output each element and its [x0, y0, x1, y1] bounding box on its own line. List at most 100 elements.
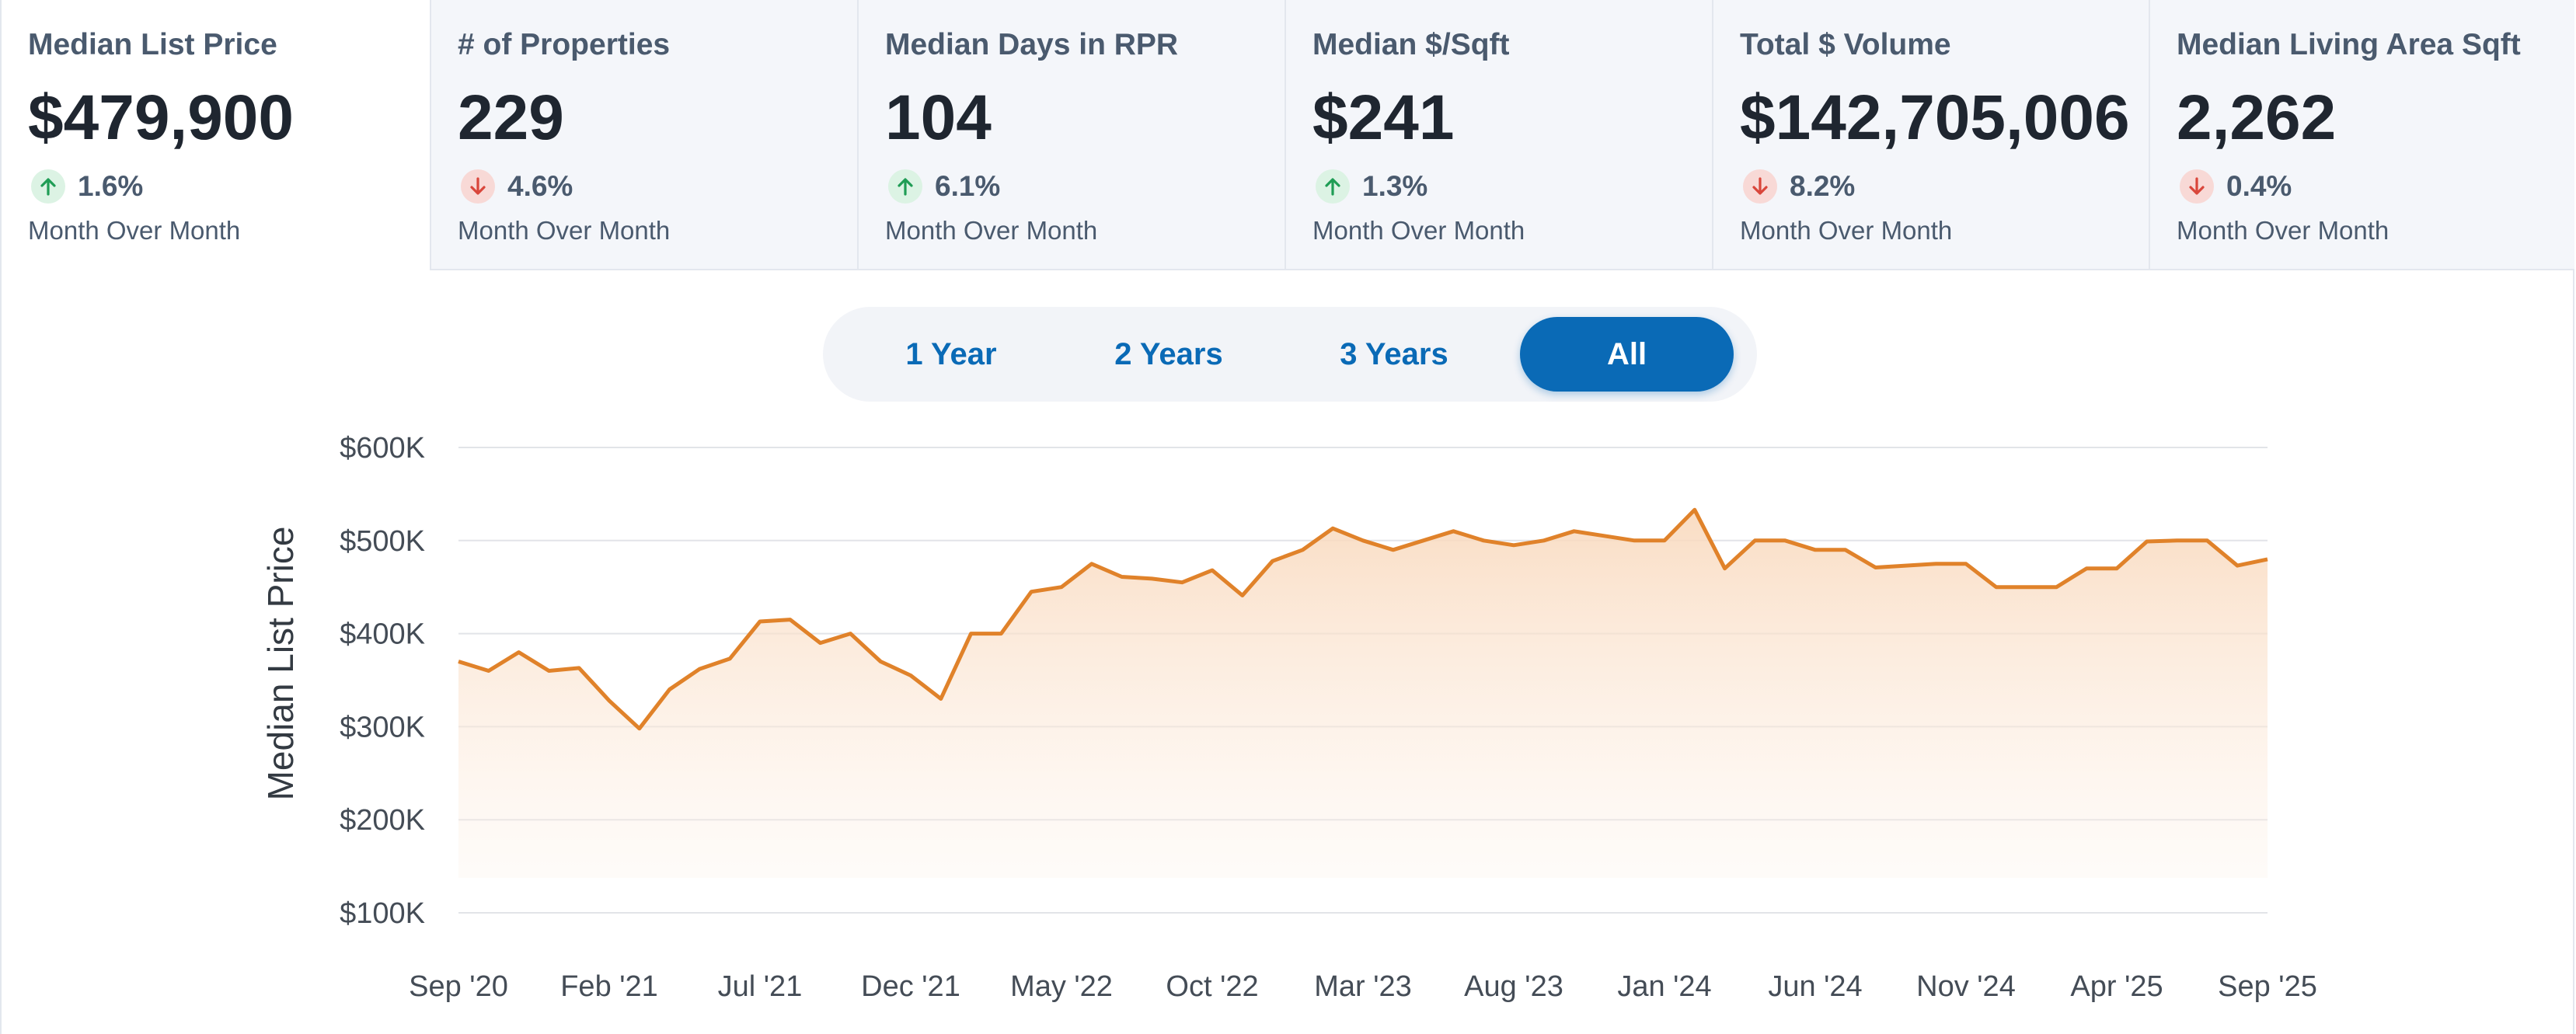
data-point-2025-01[interactable] [2023, 583, 2030, 591]
data-point-2024-07[interactable] [1842, 546, 1849, 554]
y-tick-label: $300K [340, 711, 425, 743]
arrow-up-icon [31, 169, 65, 204]
range-button-all[interactable]: All [1520, 317, 1734, 392]
arrow-down-icon [1743, 169, 1777, 204]
data-point-2021-03[interactable] [636, 725, 643, 733]
data-point-2021-02[interactable] [605, 697, 613, 705]
range-button-2-years[interactable]: 2 Years [1114, 337, 1223, 371]
data-point-2023-04[interactable] [1389, 546, 1397, 554]
data-point-2023-08[interactable] [1510, 541, 1518, 549]
data-point-2024-12[interactable] [1992, 583, 2000, 591]
stat-label: Median List Price [28, 28, 277, 61]
data-point-2022-06[interactable] [1088, 560, 1096, 568]
y-tick-label: $200K [340, 804, 425, 837]
data-point-2025-07[interactable] [2203, 537, 2211, 545]
x-tick-label: Feb '21 [560, 970, 658, 1003]
stat-card-2[interactable]: Median Days in RPR 104 6.1% Month Over Mont… [859, 0, 1286, 270]
data-point-2024-03[interactable] [1721, 565, 1729, 573]
data-point-2023-05[interactable] [1420, 537, 1427, 545]
data-point-2024-02[interactable] [1691, 506, 1699, 514]
data-point-2022-08[interactable] [1148, 575, 1156, 583]
data-point-2021-09[interactable] [817, 639, 824, 647]
data-point-2021-04[interactable] [666, 686, 674, 694]
arrow-up-icon [1316, 169, 1350, 204]
data-point-2023-09[interactable] [1540, 537, 1548, 545]
data-point-2021-01[interactable] [575, 664, 583, 672]
data-point-2025-03[interactable] [2083, 565, 2090, 573]
x-tick-label: Jul '21 [718, 970, 803, 1003]
data-point-2021-06[interactable] [726, 655, 734, 663]
range-button-3-years[interactable]: 3 Years [1340, 337, 1448, 371]
data-point-2024-08[interactable] [1872, 564, 1880, 572]
y-tick-label: $400K [340, 618, 425, 651]
data-point-2025-05[interactable] [2143, 538, 2151, 545]
data-point-2024-04[interactable] [1751, 537, 1759, 545]
data-point-2021-05[interactable] [695, 665, 703, 673]
data-point-2024-01[interactable] [1661, 537, 1668, 545]
data-point-2022-07[interactable] [1118, 573, 1126, 581]
data-point-2022-10[interactable] [1208, 566, 1216, 574]
data-point-2022-01[interactable] [937, 695, 945, 703]
data-point-2021-10[interactable] [846, 630, 854, 638]
stat-change-percent: 1.6% [78, 170, 144, 202]
data-point-2022-12[interactable] [1269, 557, 1277, 565]
y-tick-label: $500K [340, 525, 425, 558]
data-point-2023-11[interactable] [1600, 532, 1608, 540]
arrow-down-icon [461, 169, 495, 204]
data-point-2025-09[interactable] [2264, 555, 2271, 563]
data-point-2021-07[interactable] [756, 618, 764, 625]
stat-label: Total $ Volume [1740, 28, 1951, 61]
data-point-2023-02[interactable] [1329, 524, 1337, 532]
chart-series-line [458, 507, 2268, 731]
y-axis-ticks: $600K $500K $400K $300K $200K $100K [340, 432, 425, 930]
data-point-2022-03[interactable] [997, 630, 1005, 638]
data-point-2025-08[interactable] [2233, 562, 2241, 569]
data-point-2023-03[interactable] [1359, 537, 1367, 545]
y-tick-label: $100K [340, 897, 425, 930]
data-point-2024-06[interactable] [1811, 546, 1819, 554]
stat-card-4[interactable]: Total $ Volume $142,705,006 8.2% Month Over… [1713, 0, 2150, 270]
stat-period: Month Over Month [28, 216, 241, 245]
data-point-2023-12[interactable] [1630, 537, 1638, 545]
data-point-2022-02[interactable] [967, 630, 975, 638]
stats-row: Median List Price $479,900 1.6% Month Over … [2, 0, 2576, 270]
data-point-2024-11[interactable] [1962, 560, 1970, 568]
stat-value: 2,262 [2177, 82, 2337, 153]
x-tick-label: Sep '25 [2218, 970, 2317, 1003]
data-point-2020-12[interactable] [545, 667, 552, 675]
data-point-2021-11[interactable] [877, 658, 884, 666]
data-point-2023-07[interactable] [1480, 537, 1487, 545]
data-point-2025-06[interactable] [2173, 537, 2181, 545]
x-tick-label: Apr '25 [2070, 970, 2163, 1003]
data-point-2024-09[interactable] [1901, 562, 1909, 569]
stat-label: Median Days in RPR [885, 28, 1179, 61]
stat-card-1[interactable]: # of Properties 229 4.6% Month Over Month [431, 0, 859, 270]
range-button-1-year[interactable]: 1 Year [905, 337, 997, 371]
data-point-2021-08[interactable] [786, 616, 794, 624]
data-point-2024-05[interactable] [1781, 537, 1789, 545]
x-tick-label: May '22 [1010, 970, 1113, 1003]
data-point-2023-06[interactable] [1449, 527, 1457, 535]
data-point-2023-10[interactable] [1570, 527, 1578, 535]
data-point-2022-11[interactable] [1239, 592, 1246, 600]
data-point-2025-04[interactable] [2113, 565, 2121, 573]
x-tick-label: Nov '24 [1916, 970, 2016, 1003]
data-point-2024-10[interactable] [1932, 560, 1940, 568]
data-point-2023-01[interactable] [1298, 546, 1306, 554]
data-point-2020-09[interactable] [455, 658, 462, 666]
data-point-2020-11[interactable] [515, 649, 523, 656]
time-range-selector: 1 Year 2 Years 3 Years All [823, 307, 1757, 402]
data-point-2022-04[interactable] [1027, 588, 1035, 596]
stat-value: $241 [1312, 82, 1455, 153]
stat-change: 4.6% [458, 168, 857, 205]
data-point-2021-12[interactable] [907, 672, 915, 680]
stat-card-3[interactable]: Median $/Sqft $241 1.3% Month Over Month [1286, 0, 1713, 270]
data-point-2022-09[interactable] [1178, 579, 1186, 587]
data-point-2025-02[interactable] [2052, 583, 2060, 591]
stat-change-percent: 0.4% [2226, 170, 2292, 202]
stat-label: Median Living Area Sqft [2177, 28, 2521, 61]
data-point-2020-10[interactable] [485, 667, 493, 675]
stat-card-0[interactable]: Median List Price $479,900 1.6% Month Over … [2, 0, 431, 270]
data-point-2022-05[interactable] [1058, 583, 1065, 591]
stat-card-5[interactable]: Median Living Area Sqft 2,262 0.4% Month Ov… [2150, 0, 2574, 270]
